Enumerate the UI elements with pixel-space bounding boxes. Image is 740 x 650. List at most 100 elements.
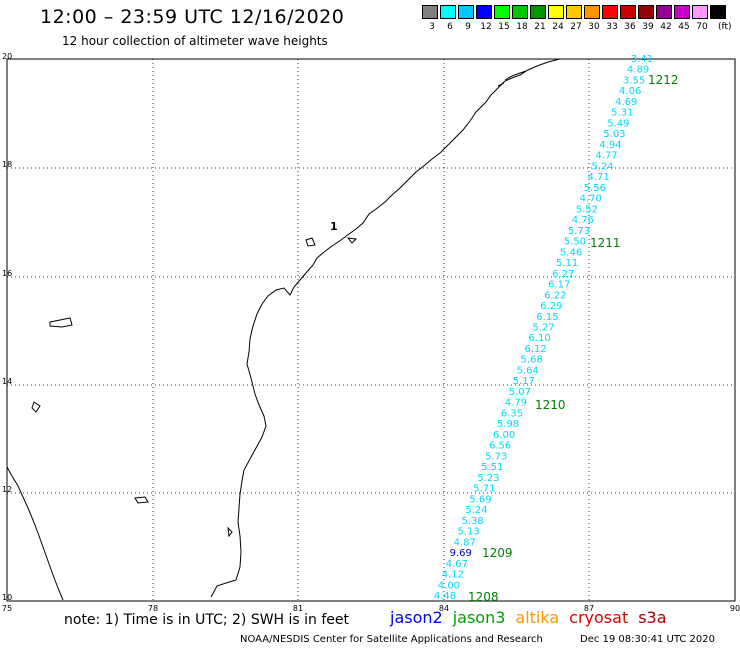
legend-item-jason2: jason2 — [390, 608, 443, 627]
scale-label: 24 — [552, 22, 564, 32]
swh-value-label: 5.23 — [477, 473, 499, 484]
time-label: 1210 — [535, 398, 566, 412]
scale-swatch — [692, 5, 708, 19]
swh-value-label: 4.87 — [454, 537, 476, 548]
credit-line: NOAA/NESDIS Center for Satellite Applica… — [240, 634, 543, 645]
coastline — [210, 58, 561, 598]
swh-value-label: 5.24 — [591, 161, 613, 172]
swh-value-label: 4.76 — [572, 215, 594, 226]
y-tick-label: 12 — [2, 485, 12, 494]
scale-swatch — [620, 5, 636, 19]
map-marker: 1 — [330, 220, 338, 233]
scale-label: 33 — [606, 22, 618, 32]
sri-lanka-coast — [6, 466, 64, 601]
scale-label: 39 — [642, 22, 654, 32]
time-labels: 1212 1211 1210 1209 1208 — [468, 73, 679, 604]
swh-value-label: 6.00 — [493, 430, 515, 441]
scale-label: 42 — [660, 22, 672, 32]
swh-value-label: 5.98 — [497, 419, 519, 430]
swh-value-label: 5.03 — [603, 129, 625, 140]
swh-value-label: 6.56 — [489, 441, 511, 452]
swh-value-label: 5.51 — [481, 462, 503, 473]
scale-label: 70 — [696, 22, 708, 32]
swh-value-label: 5.17 — [513, 376, 535, 387]
scale-unit: (ft) — [718, 22, 732, 32]
swh-value-label: 3.55 — [623, 75, 645, 86]
swh-value-label: 4.77 — [595, 151, 617, 162]
scale-swatch — [602, 5, 618, 19]
satellite-track: 3.414.893.554.064.695.315.495.034.944.77… — [434, 54, 653, 602]
scale-swatch — [548, 5, 564, 19]
generation-timestamp: Dec 19 08:30:41 UTC 2020 — [580, 634, 715, 645]
scale-swatch — [458, 5, 474, 19]
y-tick-label: 14 — [2, 377, 12, 386]
island-1 — [49, 317, 73, 328]
satellite-legend: jason2 jason3 altika cryosat s3a — [390, 608, 677, 627]
scale-label: 9 — [465, 22, 471, 32]
scale-swatch — [422, 5, 438, 19]
y-tick-label: 10 — [2, 593, 12, 602]
swh-value-label: 5.68 — [521, 355, 543, 366]
x-tick-label: 87 — [584, 604, 594, 613]
swh-value-label: 4.48 — [434, 591, 456, 602]
swh-value-label: 6.12 — [524, 344, 546, 355]
swh-value-label: 5.69 — [469, 494, 491, 505]
scale-label: 45 — [678, 22, 690, 32]
scale-swatch — [566, 5, 582, 19]
swh-value-label: 5.50 — [564, 237, 586, 248]
swh-value-label: 4.89 — [627, 65, 649, 76]
swh-value-label: 5.13 — [458, 527, 480, 538]
scale-label: 27 — [570, 22, 582, 32]
swh-value-label: 4.06 — [619, 86, 641, 97]
swh-value-label: 5.27 — [532, 323, 554, 334]
swh-value-label: 5.73 — [485, 451, 507, 462]
swh-value-label: 5.07 — [509, 387, 531, 398]
swh-value-label: 6.15 — [536, 312, 558, 323]
swh-value-label: 5.56 — [584, 183, 606, 194]
swh-value-label: 5.46 — [560, 247, 582, 258]
scale-swatch — [476, 5, 492, 19]
scale-label: 15 — [498, 22, 510, 32]
swh-value-label: 6.29 — [540, 301, 562, 312]
swh-value-label: 5.38 — [461, 516, 483, 527]
scale-label: 12 — [480, 22, 492, 32]
swh-value-label: 3.41 — [631, 54, 653, 65]
scale-swatch — [674, 5, 690, 19]
legend-item-altika: altika — [515, 608, 560, 627]
swh-value-label: 5.64 — [517, 365, 539, 376]
swh-value-label: 6.22 — [544, 290, 566, 301]
swh-value-label: 6.35 — [501, 408, 523, 419]
swh-value-label: 4.12 — [442, 570, 464, 581]
swh-value-label: 6.17 — [548, 280, 570, 291]
island-2 — [31, 401, 41, 413]
swh-value-label: 5.73 — [568, 226, 590, 237]
swh-value-label: 4.69 — [615, 97, 637, 108]
time-label: 1211 — [590, 236, 621, 250]
x-tick-label: 90 — [730, 604, 740, 613]
time-label: 1212 — [648, 73, 679, 87]
swh-value-label: 6.10 — [528, 333, 550, 344]
scale-label: 21 — [534, 22, 546, 32]
delta-islands — [497, 70, 527, 87]
swh-value-label: 5.49 — [607, 118, 629, 129]
swh-value-label: 5.24 — [465, 505, 487, 516]
swh-value-label: 5.11 — [556, 258, 578, 269]
scale-label: 6 — [447, 22, 453, 32]
time-label: 1208 — [468, 590, 499, 604]
footer-note: note: 1) Time is in UTC; 2) SWH is in fe… — [64, 612, 350, 628]
island-3 — [134, 496, 149, 504]
swh-value-label: 4.79 — [505, 398, 527, 409]
scale-swatch — [512, 5, 528, 19]
map-title: 12:00 – 23:59 UTC 12/16/2020 — [40, 6, 345, 28]
x-tick-label: 84 — [439, 604, 449, 613]
scale-label: 36 — [624, 22, 636, 32]
swh-value-label: 4.71 — [588, 172, 610, 183]
legend-item-jason3: jason3 — [452, 608, 506, 627]
swh-value-label: 4.70 — [580, 194, 602, 205]
scale-label: 30 — [588, 22, 600, 32]
scale-label: 3 — [429, 22, 435, 32]
scale-swatch — [656, 5, 672, 19]
swh-value-label: 4.67 — [446, 559, 468, 570]
x-tick-label: 75 — [2, 604, 12, 613]
